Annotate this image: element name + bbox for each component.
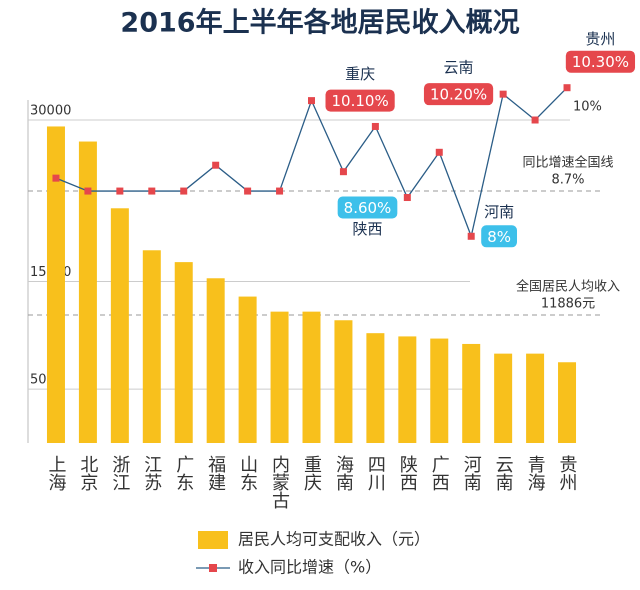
legend-label: 居民人均可支配收入（元） (238, 530, 430, 549)
bar (46, 126, 65, 444)
bar (462, 343, 481, 443)
callout-box (423, 83, 494, 106)
data-label: 10.10% (332, 92, 389, 110)
bar (206, 278, 225, 443)
x-tick-label: 广东 (173, 455, 194, 491)
x-tick-label: 陕西 (397, 455, 418, 491)
bar (270, 311, 289, 443)
line-marker (563, 84, 571, 92)
x-tick-label: 广西 (429, 455, 450, 491)
callout-name: 河南 (484, 203, 514, 221)
line-marker (371, 122, 379, 130)
bar (142, 250, 161, 443)
x-tick-label: 福建 (205, 455, 226, 491)
bar (526, 353, 545, 443)
callout-name: 云南 (444, 59, 474, 77)
bar (78, 141, 97, 444)
bar (398, 336, 417, 443)
callout-box (337, 196, 398, 219)
x-tick-label: 重庆 (301, 455, 322, 491)
bar (334, 320, 353, 443)
bar (558, 362, 577, 443)
x-tick-label: 河南 (461, 455, 482, 491)
x-tick-label: 内蒙古 (269, 455, 290, 509)
x-tick-label: 浙江 (109, 455, 130, 491)
bar (494, 353, 513, 443)
callout-name: 重庆 (345, 65, 375, 83)
line-marker (276, 187, 284, 195)
line-marker (52, 174, 60, 182)
x-tick-label: 贵州 (557, 455, 578, 491)
data-label: 10.20% (430, 86, 487, 104)
callout-name: 陕西 (352, 220, 382, 238)
callout-name: 贵州 (585, 30, 615, 48)
line-marker (116, 187, 124, 195)
data-label: 8.60% (344, 199, 392, 217)
line-marker (339, 168, 347, 176)
bar (238, 296, 257, 443)
legend-label: 收入同比增速（%） (238, 558, 381, 577)
legend-swatch (209, 564, 217, 572)
callout-box (565, 50, 636, 73)
line-marker (212, 161, 220, 169)
bar (110, 208, 129, 443)
line-marker (531, 116, 539, 124)
line-marker (499, 90, 507, 98)
data-label: 10.30% (572, 53, 629, 71)
line-marker (403, 194, 411, 202)
reference-value-label: 11886元 (541, 297, 595, 312)
bar (430, 338, 449, 443)
x-tick-label: 北京 (77, 455, 98, 492)
callout-box (481, 225, 518, 248)
bar (366, 333, 385, 443)
line-marker (148, 187, 156, 195)
callout-box (325, 89, 395, 112)
x-tick-label: 云南 (493, 455, 514, 491)
reference-value-label: 8.7% (551, 173, 584, 188)
x-tick-label: 海南 (333, 455, 354, 491)
line-marker (180, 187, 188, 195)
x-tick-label: 青海 (525, 455, 546, 491)
line-marker (244, 187, 252, 195)
bar (302, 311, 321, 443)
x-tick-label: 上海 (45, 455, 66, 491)
x-tick-label: 四川 (365, 455, 386, 491)
legend-swatch (198, 531, 228, 549)
y2-tick-label: 10% (573, 100, 602, 115)
y-tick-label: 30000 (30, 104, 71, 119)
data-label: 8% (487, 228, 511, 246)
line-marker (467, 232, 475, 240)
line-marker (84, 187, 92, 195)
x-tick-label: 江苏 (141, 455, 162, 491)
line-marker (435, 148, 443, 156)
reference-label: 全国居民人均收入 (516, 279, 620, 295)
chart-title: 2016年上半年各地居民收入概况 (120, 7, 519, 39)
line-marker (308, 97, 315, 105)
bar (174, 262, 193, 443)
reference-label: 同比增速全国线 (522, 155, 613, 171)
x-tick-label: 山东 (237, 455, 258, 491)
